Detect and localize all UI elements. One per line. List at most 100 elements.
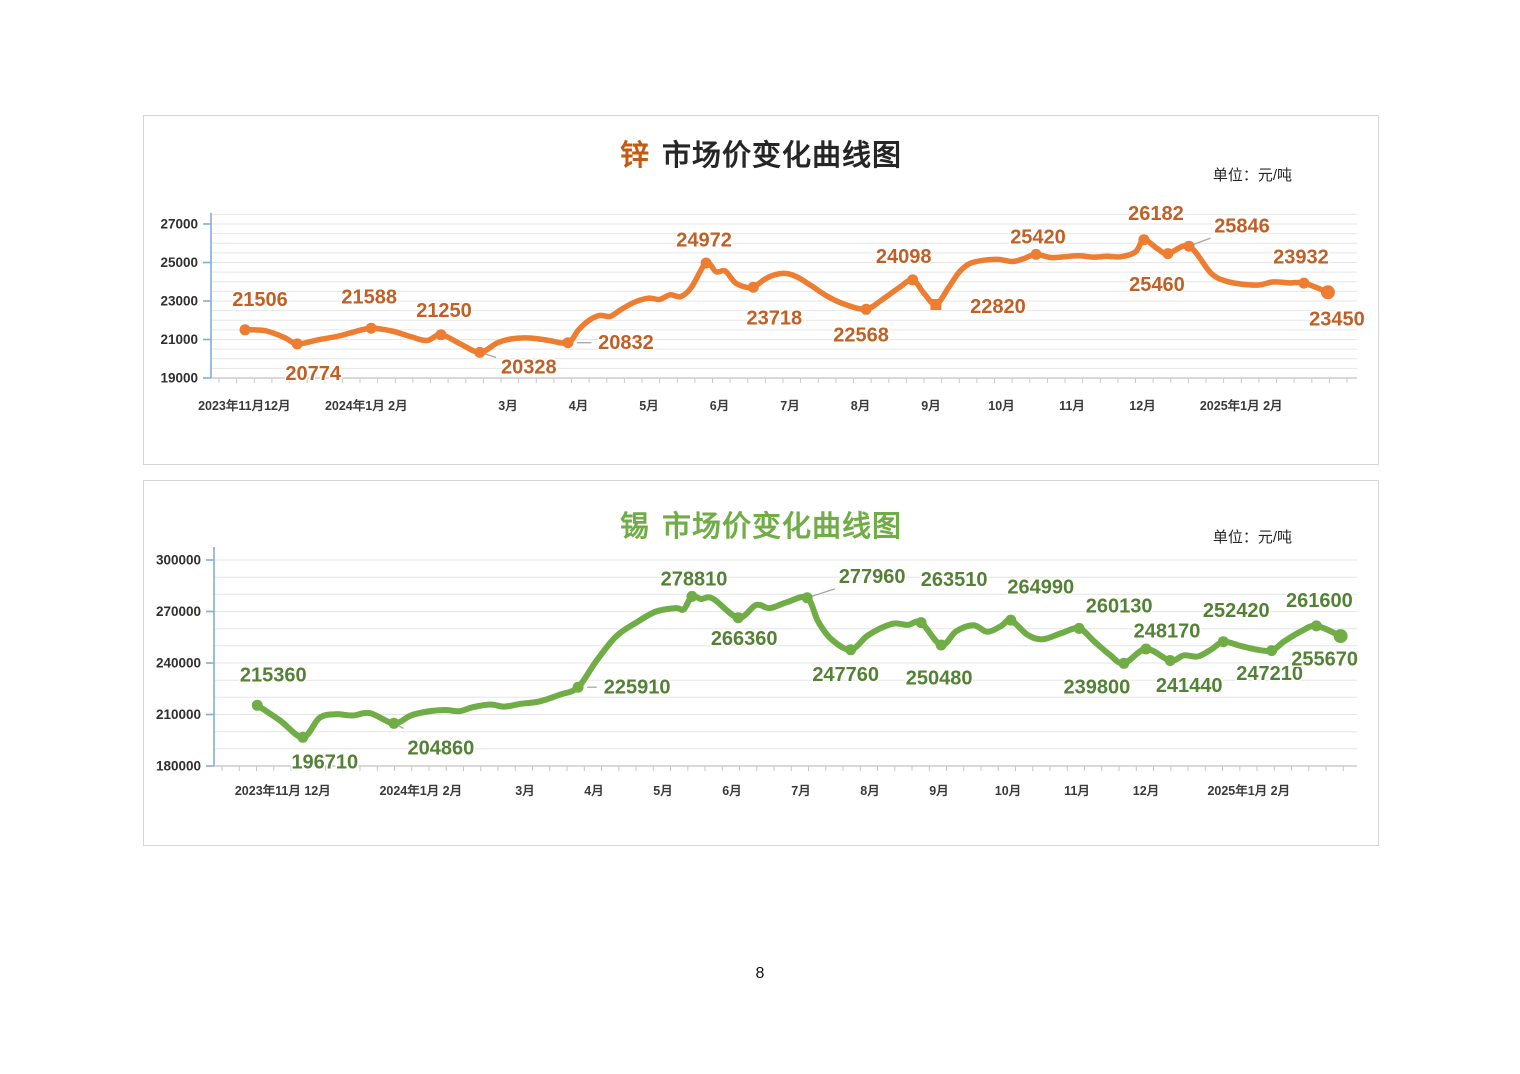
x-axis-label: 6月 [710,399,729,413]
x-axis-label: 10月 [988,399,1014,413]
x-axis-label: 8月 [860,784,879,798]
y-tick-label: 21000 [160,332,198,347]
x-axis-ticks [218,378,1348,383]
y-tick-label: 23000 [160,294,198,309]
x-axis-label: 2025年1月 2月 [1200,398,1283,413]
data-point-marker [732,612,744,624]
data-point-marker [1140,643,1152,655]
x-axis-label: 12月 [1129,399,1155,413]
label-leader-line [1193,237,1211,246]
data-point-marker [572,681,584,693]
data-point-label: 21506 [232,289,288,311]
data-point-label: 25420 [1010,227,1066,249]
x-axis-label: 10月 [995,784,1021,798]
data-point-marker [1162,248,1174,260]
data-point-label: 196710 [291,752,358,774]
zinc-title-text: 市场价变化曲线图 [662,140,903,172]
data-point-marker [291,338,303,350]
x-axis-label: 2025年1月 2月 [1207,783,1290,798]
gridlines [214,559,1357,750]
price-line [254,592,1344,741]
gridlines [211,213,1357,369]
zinc-title-metal: 锌 [619,140,650,172]
y-tick-label: 300000 [156,553,201,568]
data-point-label: 247210 [1236,663,1303,685]
x-axis-label: 4月 [584,784,603,798]
data-point-marker [1164,655,1176,666]
data-point-label: 278810 [661,569,728,591]
x-axis-label: 7月 [791,784,810,798]
data-point-marker [801,592,813,604]
data-point-label: 22568 [833,325,889,347]
x-axis-label: 11月 [1064,784,1090,798]
data-point-label: 255670 [1291,648,1358,670]
x-axis-label: 2024年1月 2月 [379,783,462,798]
x-axis-label: 12月 [1133,784,1159,798]
data-point-marker [1266,645,1278,657]
data-point-label: 248170 [1134,620,1201,642]
y-tick-label: 25000 [160,255,198,270]
data-point-label: 20832 [598,332,654,354]
tin-title-metal: 锡 [619,511,650,543]
data-point-marker [1138,234,1150,246]
data-point-marker [747,281,759,293]
data-point-label: 247760 [812,664,879,686]
data-point-label: 22820 [970,296,1026,318]
data-point-label: 241440 [1156,675,1223,697]
y-tick-label: 180000 [156,759,201,774]
data-point-marker [915,617,927,629]
data-point-label: 21588 [341,286,397,308]
data-point-label: 264990 [1007,576,1074,598]
x-axis-ticks [221,766,1344,771]
x-axis-label: 5月 [639,399,658,413]
data-point-label: 266360 [711,628,778,650]
zinc-price-line-chart: 19000 21000 23000 25000 27000 2023年11月12月 2024… [160,201,1367,413]
data-point-marker [562,337,574,349]
x-axis-label: 2024年1月 2月 [325,398,408,413]
data-point-label: 261600 [1286,590,1353,612]
data-point-marker [297,731,309,743]
label-leader-line [484,353,497,359]
data-point-label: 20774 [285,363,341,385]
data-point-marker [930,299,942,310]
x-axis-label: 2023年11月 12月 [235,783,331,798]
data-point-label: 24972 [676,229,732,251]
data-point-marker [1073,622,1085,634]
data-point-marker [435,329,447,341]
x-axis-label: 6月 [722,784,741,798]
x-axis-label: 4月 [569,399,588,413]
data-point-label: 26182 [1128,203,1184,225]
data-point-marker [1310,620,1322,632]
data-point-marker [1333,629,1348,644]
label-leader-line [811,588,836,597]
data-point-marker [1217,636,1229,648]
x-axis-label: 7月 [780,399,799,413]
data-point-marker [935,639,947,651]
data-point-marker [907,274,919,286]
data-labels: 215360 196710 204860 225910 278810 266360 2779… [238,565,1359,776]
data-point-label: 25460 [1129,274,1185,296]
data-point-label: 204860 [408,738,475,760]
y-tick-label: 27000 [160,217,198,232]
data-point-marker [1183,240,1195,252]
tin-chart-card: 锡市场价变化曲线图 单位：元/吨 180000 210000 240000 27000… [143,480,1379,846]
data-point-label: 263510 [921,569,988,591]
data-point-label: 239800 [1064,677,1131,699]
data-point-marker [239,324,251,336]
data-point-marker [1005,614,1017,626]
data-point-label: 25846 [1214,215,1270,237]
data-point-marker [474,346,486,358]
data-labels: 21506 20774 21588 21250 20328 20832 24972 23718… [231,201,1367,386]
tin-title-text: 市场价变化曲线图 [662,511,903,543]
x-axis-label: 8月 [851,399,870,413]
zinc-chart-card: 锌市场价变化曲线图 单位：元/吨 19000 21000 23000 25000 270… [143,115,1379,465]
data-point-marker [686,590,698,602]
tin-unit-label: 单位：元/吨 [1212,529,1292,546]
x-axis-label: 11月 [1059,399,1085,413]
x-axis-label: 2023年11月12月 [198,398,290,413]
price-line [242,236,1331,356]
data-point-label: 215360 [240,665,307,687]
y-tick-label: 270000 [156,604,201,619]
data-point-label: 277960 [839,566,906,588]
